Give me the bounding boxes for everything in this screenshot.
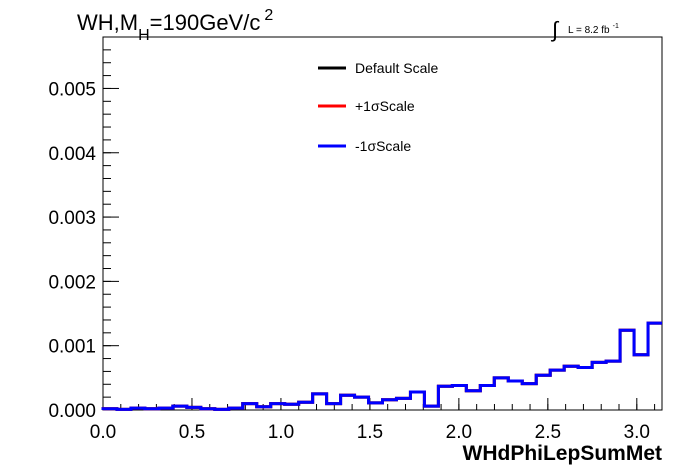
x-tick-label: 1.5 — [357, 422, 383, 443]
legend-label-minus1sigma: -1σScale — [355, 138, 411, 154]
y-tick-label: 0.004 — [48, 144, 96, 165]
x-tick-label: 3.0 — [624, 422, 650, 443]
x-tick-label: 0.5 — [179, 422, 205, 443]
luminosity-label: L = 8.2 fb — [568, 25, 610, 36]
x-tick-label: 0.0 — [90, 422, 116, 443]
y-tick-label: 0.000 — [48, 401, 96, 422]
plot-area: 0.000 0.001 0.002 0.003 0.004 0.005 0.0 0.5 1.0 1… — [48, 36, 663, 443]
plot-frame — [102, 36, 663, 411]
y-tick-label: 0.002 — [48, 272, 96, 293]
title-prefix: WH,M — [77, 10, 138, 35]
y-tick-label: 0.001 — [48, 337, 96, 358]
title-subscript: H — [138, 27, 150, 44]
y-tick-label: 0.005 — [48, 79, 96, 100]
chart-title: WH,MH=190GeV/c 2 — [77, 7, 273, 44]
x-tick-label: 1.0 — [268, 422, 294, 443]
x-tick-label: 2.5 — [535, 422, 561, 443]
title-main: =190GeV/c — [150, 10, 261, 35]
legend: Default Scale +1σScale -1σScale — [318, 60, 438, 154]
x-tick-label: 2.0 — [446, 422, 472, 443]
legend-label-plus1sigma: +1σScale — [355, 98, 415, 114]
x-axis-label: WHdPhiLepSumMet — [463, 442, 663, 465]
y-tick-label: 0.003 — [48, 208, 96, 229]
series-line-minus1sigma — [101, 321, 662, 411]
legend-label-default: Default Scale — [355, 60, 438, 76]
legend-entry-plus1sigma: +1σScale — [318, 98, 415, 114]
title-superscript: 2 — [264, 7, 273, 24]
legend-entry-minus1sigma: -1σScale — [318, 138, 411, 154]
luminosity-integral: ∫ — [550, 17, 560, 42]
luminosity-text: L = 8.2 fb -1 — [568, 23, 619, 36]
luminosity-superscript: -1 — [613, 23, 619, 30]
legend-entry-default: Default Scale — [318, 60, 438, 76]
